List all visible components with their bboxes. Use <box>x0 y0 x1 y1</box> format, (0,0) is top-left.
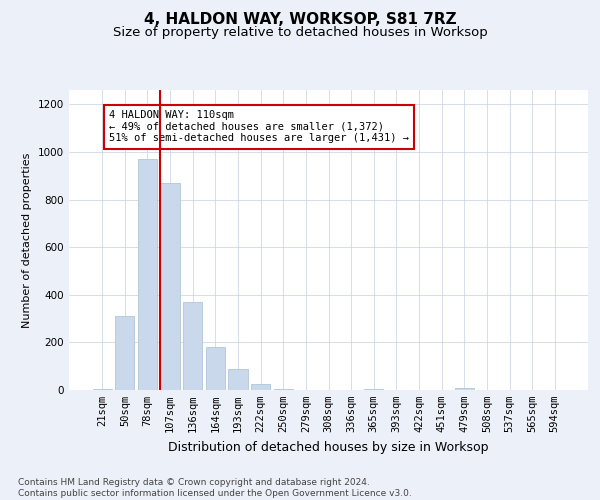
Text: Contains HM Land Registry data © Crown copyright and database right 2024.
Contai: Contains HM Land Registry data © Crown c… <box>18 478 412 498</box>
Bar <box>251 384 270 390</box>
Bar <box>206 347 225 390</box>
Bar <box>92 389 112 390</box>
Bar <box>455 388 474 390</box>
Bar <box>364 389 383 390</box>
Text: 4 HALDON WAY: 110sqm
← 49% of detached houses are smaller (1,372)
51% of semi-de: 4 HALDON WAY: 110sqm ← 49% of detached h… <box>109 110 409 144</box>
X-axis label: Distribution of detached houses by size in Worksop: Distribution of detached houses by size … <box>168 440 489 454</box>
Text: 4, HALDON WAY, WORKSOP, S81 7RZ: 4, HALDON WAY, WORKSOP, S81 7RZ <box>143 12 457 28</box>
Text: Size of property relative to detached houses in Worksop: Size of property relative to detached ho… <box>113 26 487 39</box>
Bar <box>138 159 157 390</box>
Bar <box>229 368 248 390</box>
Y-axis label: Number of detached properties: Number of detached properties <box>22 152 32 328</box>
Bar <box>183 302 202 390</box>
Bar <box>274 389 293 390</box>
Bar <box>160 183 180 390</box>
Bar <box>115 316 134 390</box>
